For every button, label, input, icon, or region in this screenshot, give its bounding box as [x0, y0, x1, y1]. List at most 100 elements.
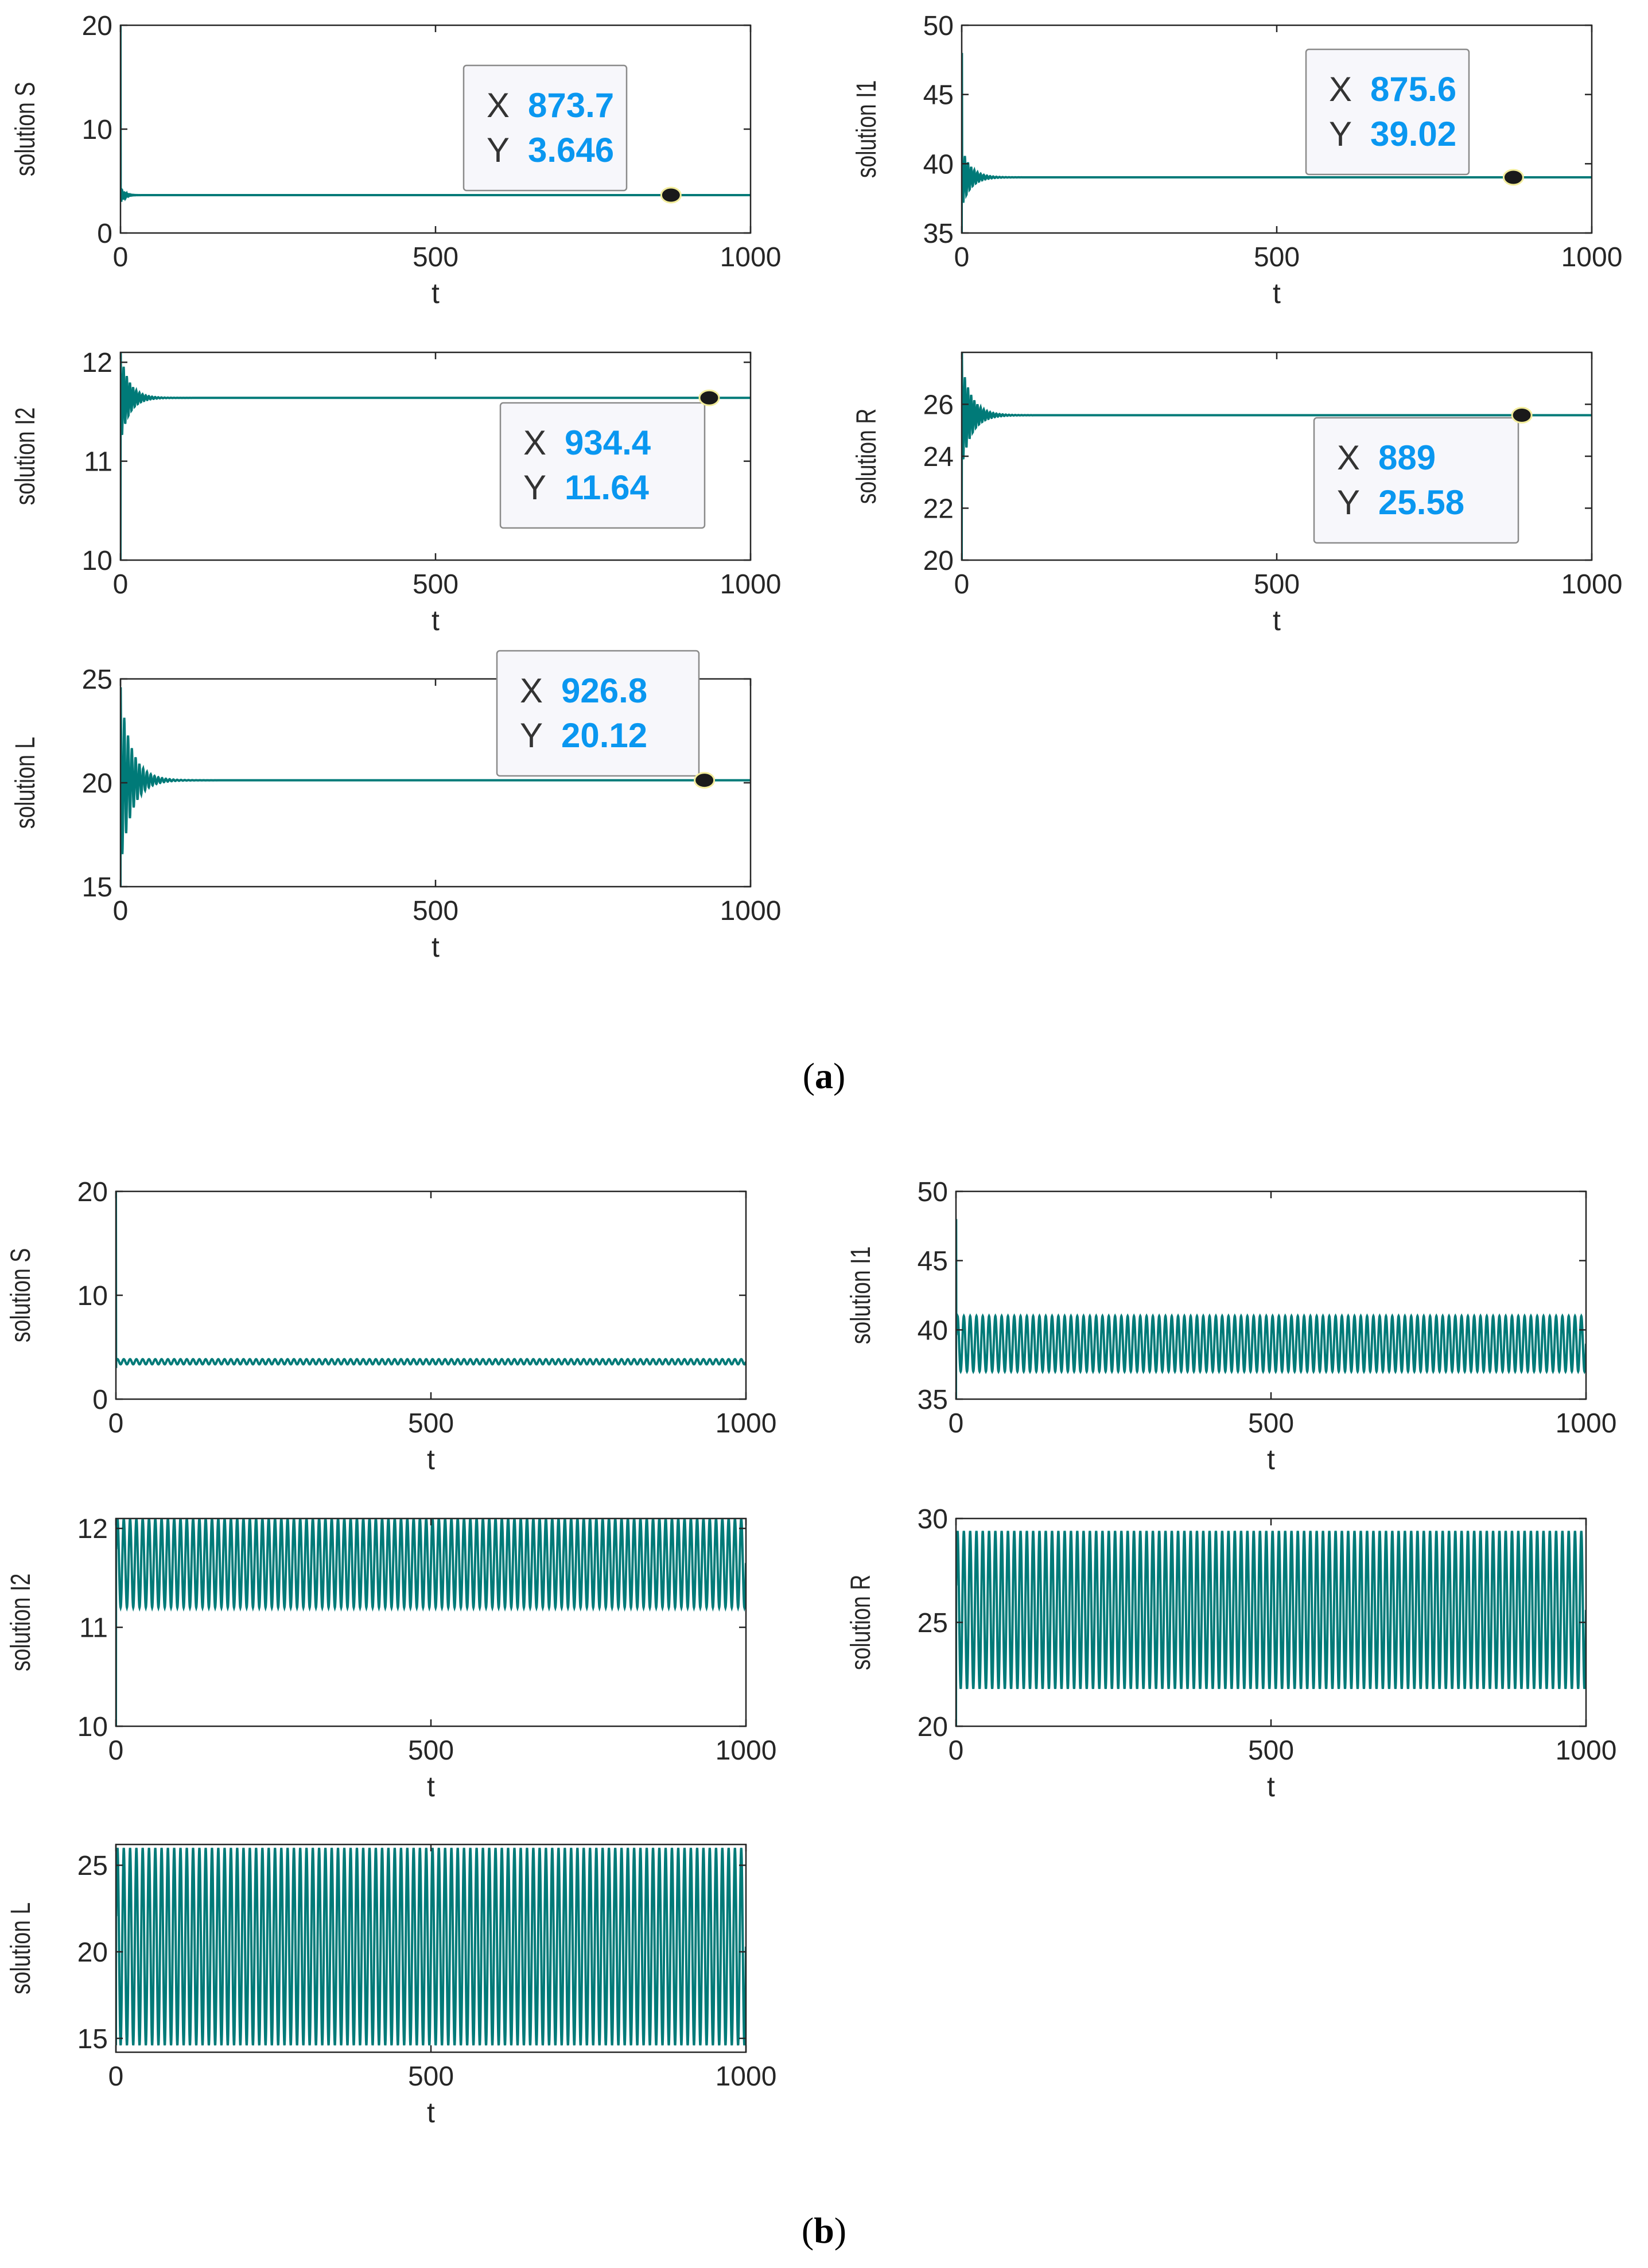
datatip-marker[interactable]: [1502, 169, 1524, 186]
y-tick-label: 10: [82, 546, 112, 576]
y-tick-label: 20: [82, 768, 112, 799]
x-tick-label: 0: [108, 2061, 124, 2092]
series-line-b-L: [116, 1847, 746, 2046]
x-tick-label: 500: [1248, 1735, 1294, 1766]
y-axis-label: solution I1: [852, 80, 883, 178]
y-tick-label: 20: [77, 1937, 108, 1968]
x-tick-label: 500: [408, 1408, 454, 1439]
series-line-a-L: [121, 687, 751, 887]
y-tick-label: 26: [923, 390, 954, 421]
y-tick-label: 12: [77, 1514, 108, 1544]
y-tick-label: 0: [97, 219, 112, 249]
datatip-y-key: Y: [520, 716, 543, 755]
datatip-y-value: 20.12: [561, 716, 647, 755]
x-tick-label: 500: [1254, 242, 1300, 273]
subplot-a-L: 0 500 1000 t 15 20 25 solution L X 926.8 Y 20.12: [10, 650, 781, 963]
datatip-box: [496, 650, 700, 777]
x-axis-label: t: [1267, 1770, 1275, 1803]
x-axis-label: t: [432, 277, 440, 309]
x-axis-label: t: [427, 1770, 435, 1803]
x-axis-label: t: [1273, 604, 1281, 636]
series-line-a-S: [121, 25, 751, 202]
x-axis-label: t: [1267, 1443, 1275, 1475]
datatip-a-L[interactable]: X 926.8 Y 20.12: [496, 650, 716, 789]
datatip-x-value: 934.4: [565, 424, 651, 462]
datatip-a-I2[interactable]: X 934.4 Y 11.64: [499, 389, 720, 529]
datatip-a-I1[interactable]: X 875.6 Y 39.02: [1305, 48, 1524, 186]
y-tick-label: 22: [923, 494, 954, 525]
series-line-b-I2: [116, 1519, 746, 1726]
y-tick-label: 10: [77, 1712, 108, 1742]
y-axis-label: solution L: [6, 1902, 37, 1994]
x-axis-label: t: [432, 604, 440, 636]
datatip-marker[interactable]: [660, 187, 682, 204]
x-tick-label: 0: [954, 242, 970, 273]
x-tick-label: 1000: [720, 242, 782, 273]
datatip-y-key: Y: [1329, 115, 1352, 153]
datatip-box: [499, 402, 706, 529]
datatip-y-key: Y: [1337, 483, 1360, 522]
y-axis-label: solution I1: [846, 1246, 877, 1345]
x-axis-label: t: [427, 1443, 435, 1475]
x-tick-label: 1000: [716, 1735, 777, 1766]
y-tick-label: 20: [77, 1177, 108, 1207]
datatip-marker[interactable]: [698, 389, 720, 406]
y-tick-label: 30: [918, 1504, 948, 1535]
series-line-a-R: [962, 352, 1592, 560]
datatip-x-value: 889: [1378, 438, 1436, 477]
datatip-box: [1305, 48, 1470, 176]
y-tick-label: 24: [923, 442, 954, 472]
x-tick-label: 500: [413, 242, 458, 273]
y-tick-label: 35: [923, 219, 954, 249]
y-axis-label: solution I2: [10, 407, 41, 506]
x-tick-label: 500: [408, 2061, 454, 2092]
x-tick-label: 0: [949, 1408, 964, 1439]
panel-label-b: (b): [801, 2210, 847, 2251]
y-axis-label: solution I2: [6, 1574, 37, 1672]
x-axis-label: t: [427, 2096, 435, 2129]
x-tick-label: 1000: [716, 1408, 777, 1439]
axes-frame-a-S: [119, 24, 752, 234]
subplot-a-R: 0 500 1000 t 20 22 24 26 solution R X 889 Y 25.58: [852, 351, 1622, 636]
datatip-a-S[interactable]: X 873.7 Y 3.646: [462, 64, 682, 204]
x-tick-label: 500: [413, 569, 458, 600]
subplot-a-I2: 0 500 1000 t 10 11 12 solution I2 X 934.4 Y 11.64: [10, 348, 782, 636]
datatip-marker[interactable]: [1511, 407, 1533, 424]
y-tick-label: 11: [84, 447, 112, 477]
y-tick-label: 20: [918, 1712, 948, 1742]
datatip-y-value: 25.58: [1378, 483, 1464, 522]
x-tick-label: 500: [1248, 1408, 1294, 1439]
y-tick-label: 20: [82, 11, 112, 41]
x-tick-label: 500: [413, 896, 458, 926]
datatip-a-R[interactable]: X 889 Y 25.58: [1313, 407, 1533, 544]
datatip-x-value: 873.7: [528, 86, 614, 125]
datatip-x-key: X: [487, 86, 510, 125]
datatip-x-key: X: [1329, 70, 1352, 108]
x-tick-label: 1000: [1556, 1408, 1617, 1439]
y-tick-label: 12: [82, 348, 112, 378]
y-tick-label: 0: [92, 1385, 108, 1415]
y-axis-label: solution L: [10, 737, 41, 829]
series-line-a-I2: [121, 352, 751, 560]
y-axis-label: solution R: [846, 1575, 877, 1670]
datatip-y-key: Y: [523, 468, 546, 507]
y-tick-label: 25: [77, 1851, 108, 1881]
series-line-b-I1: [956, 1219, 1586, 1399]
panel-label-b-letter: b: [814, 2210, 834, 2251]
x-tick-label: 0: [113, 569, 129, 600]
subplot-b-I2: 0 500 1000 t 10 11 12 solution I2: [6, 1514, 777, 1803]
datatip-marker[interactable]: [694, 772, 716, 789]
series-line-a-I1: [962, 53, 1592, 233]
axes-frame-b-S: [115, 1190, 747, 1400]
datatip-x-key: X: [523, 424, 546, 462]
x-tick-label: 0: [954, 569, 970, 600]
datatip-y-value: 3.646: [528, 131, 614, 169]
x-tick-label: 500: [1254, 569, 1300, 600]
y-tick-label: 45: [923, 80, 954, 111]
y-axis-label: solution R: [852, 409, 883, 504]
datatip-box: [1313, 417, 1519, 544]
subplot-a-I1: 0 500 1000 t 35 40 45 50 solution I1 X 875.6 Y 39.02: [852, 11, 1623, 309]
series-line-b-S: [116, 1191, 746, 1368]
y-axis-label: solution S: [6, 1248, 37, 1342]
